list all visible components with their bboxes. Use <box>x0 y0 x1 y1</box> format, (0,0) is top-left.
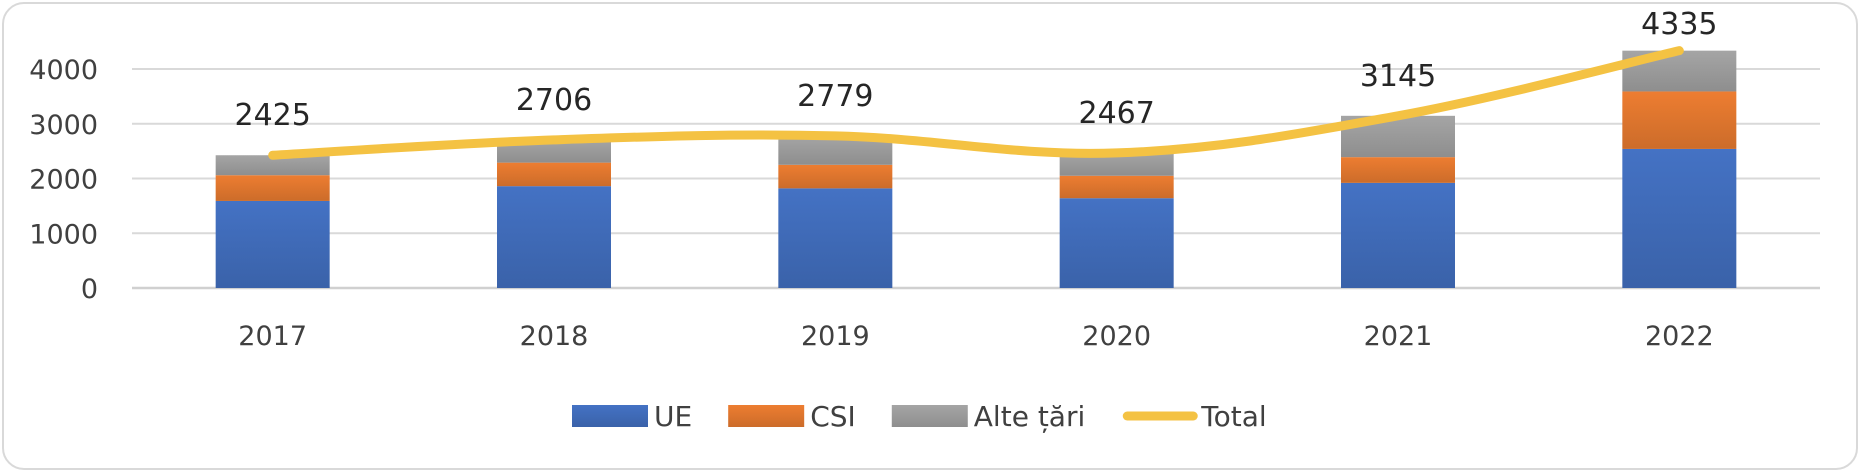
bar-segment-csi <box>1341 157 1455 183</box>
y-tick-label: 3000 <box>29 110 98 141</box>
data-label-total: 3145 <box>1360 59 1436 94</box>
bar-segment-alte-țări <box>215 155 330 176</box>
total-line <box>268 46 1684 160</box>
bar-segment-ue <box>1622 148 1737 288</box>
data-labels: 2425 2706 2779 2467 3145 4335 <box>234 7 1717 133</box>
y-tick-label: 0 <box>81 274 98 305</box>
bar-segment-csi <box>1622 91 1737 149</box>
bar-segment-ue <box>1341 182 1455 288</box>
bar-segment-ue <box>497 186 611 288</box>
bar-segment-csi <box>1059 175 1174 199</box>
data-label-total: 2425 <box>234 98 310 133</box>
bar-segment-csi <box>497 162 611 187</box>
x-tick-label: 2017 <box>238 321 307 352</box>
legend-label: Total <box>1200 400 1266 433</box>
legend-label: Alte țări <box>974 400 1085 433</box>
legend-label: CSI <box>810 400 856 433</box>
y-axis-ticks: 0 1000 2000 3000 4000 <box>29 55 98 305</box>
legend-swatch-csi <box>728 405 805 427</box>
legend-label: UE <box>654 400 692 433</box>
x-tick-label: 2021 <box>1364 321 1433 352</box>
y-tick-label: 2000 <box>29 165 98 196</box>
bar-segment-csi <box>778 164 893 189</box>
bar-segment-alte-țări <box>1059 152 1174 176</box>
bar-segment-csi <box>215 175 330 201</box>
bar-segment-ue <box>1059 198 1174 288</box>
x-axis-ticks: 2017 2018 2019 2020 2021 2022 <box>238 321 1713 352</box>
legend-swatch-alte-țări <box>891 405 968 427</box>
bars <box>215 50 1737 288</box>
legend-swatch-ue <box>572 405 648 427</box>
bar-segment-ue <box>215 200 330 288</box>
data-label-total: 4335 <box>1641 7 1717 42</box>
data-label-total: 2467 <box>1078 96 1154 131</box>
data-label-total: 2706 <box>516 83 592 118</box>
gridlines <box>132 68 1820 290</box>
x-tick-label: 2020 <box>1082 321 1151 352</box>
y-tick-label: 4000 <box>29 55 98 86</box>
data-label-total: 2779 <box>797 79 873 114</box>
x-tick-label: 2019 <box>801 321 870 352</box>
x-tick-label: 2022 <box>1645 321 1714 352</box>
total-line-path <box>268 46 1684 160</box>
y-tick-label: 1000 <box>29 219 98 250</box>
bar-segment-alte-țări <box>497 139 611 163</box>
bar-segment-ue <box>778 188 893 288</box>
x-tick-label: 2018 <box>520 321 589 352</box>
legend: UE CSI Alte țări Total <box>572 400 1267 433</box>
